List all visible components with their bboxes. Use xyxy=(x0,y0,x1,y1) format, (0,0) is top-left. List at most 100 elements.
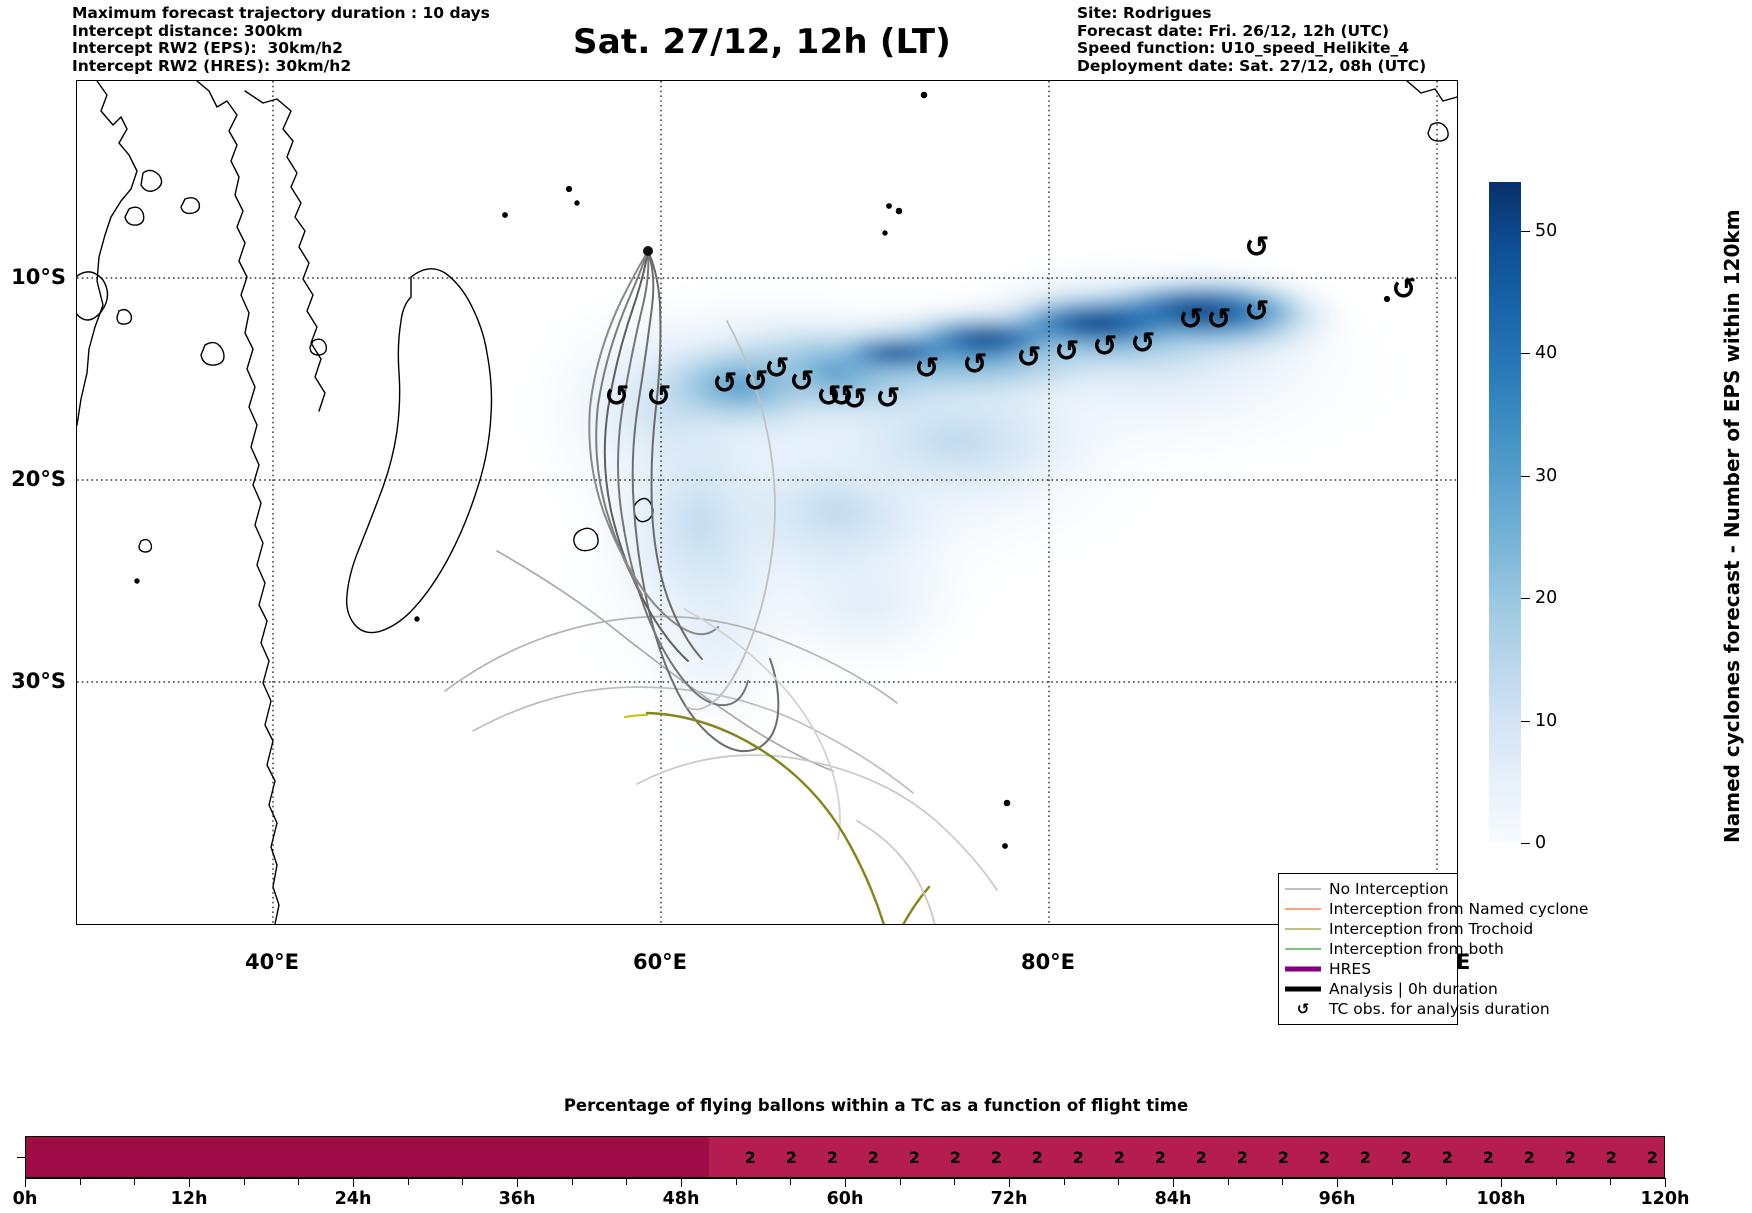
percentage-value-label: 2 xyxy=(867,1148,879,1167)
legend-label: No Interception xyxy=(1329,880,1449,898)
percentage-axis-label: 12h xyxy=(170,1189,208,1209)
percentage-axis-label: 36h xyxy=(498,1189,536,1209)
percentage-axis-tick xyxy=(243,1178,245,1185)
svg-text:↺: ↺ xyxy=(1054,334,1079,369)
percentage-axis-tick xyxy=(25,1178,26,1187)
colorbar-tick-label: 50 xyxy=(1535,221,1558,241)
percentage-axis-tick xyxy=(954,1178,956,1185)
percentage-axis-tick xyxy=(298,1178,300,1185)
legend-item-analysis[interactable]: Analysis | 0h duration xyxy=(1285,979,1498,999)
legend-line-swatch xyxy=(1285,962,1321,976)
percentage-axis-tick xyxy=(1446,1178,1448,1185)
svg-text:↺: ↺ xyxy=(789,364,814,399)
percentage-value-label: 2 xyxy=(826,1148,838,1167)
svg-text:↺: ↺ xyxy=(764,351,789,386)
percentage-axis-label: 48h xyxy=(662,1189,700,1209)
header-right-info: Site: Rodrigues Forecast date: Fri. 26/1… xyxy=(1077,4,1427,75)
legend-label: Interception from Trochoid xyxy=(1329,920,1534,938)
percentage-axis-tick xyxy=(571,1178,573,1185)
tc-cyclone-icon: ↺ xyxy=(1296,1000,1310,1018)
percentage-value-label: 2 xyxy=(1646,1148,1658,1167)
percentage-axis-label: 108h xyxy=(1476,1189,1526,1209)
legend-item-trochoid[interactable]: Interception from Trochoid xyxy=(1285,919,1533,939)
colorbar-tick xyxy=(1521,231,1530,232)
balloon-trajectories xyxy=(444,246,998,924)
svg-text:↺: ↺ xyxy=(743,364,768,399)
legend-item-named-cyclone[interactable]: Interception from Named cyclone xyxy=(1285,899,1588,919)
percentage-value-label: 2 xyxy=(990,1148,1002,1167)
percentage-value-label: 2 xyxy=(1605,1148,1617,1167)
svg-text:↺: ↺ xyxy=(604,379,629,414)
percentage-value-label: 2 xyxy=(1277,1148,1289,1167)
legend-line-swatch xyxy=(1285,982,1321,996)
map-legend[interactable]: No Interception Interception from Named … xyxy=(1278,873,1588,1025)
percentage-panel-title: Percentage of flying ballons within a TC… xyxy=(563,1096,1189,1115)
svg-text:↺: ↺ xyxy=(1016,340,1041,375)
percentage-value-label: 2 xyxy=(1441,1148,1453,1167)
percentage-axis-label: 84h xyxy=(1154,1189,1192,1209)
percentage-axis-tick xyxy=(1009,1178,1010,1187)
percentage-segment-early xyxy=(26,1137,710,1177)
percentage-axis-tick xyxy=(1227,1178,1229,1185)
legend-item-tc-obs[interactable]: ↺ TC obs. for analysis duration xyxy=(1285,999,1550,1019)
header-left-info: Maximum forecast trajectory duration : 1… xyxy=(72,4,490,75)
percentage-axis-tick xyxy=(1337,1178,1338,1187)
percentage-value-label: 2 xyxy=(1195,1148,1207,1167)
colorbar-tick-label: 40 xyxy=(1535,343,1558,363)
colorbar-tick-label: 20 xyxy=(1535,588,1558,608)
colorbar-tick-label: 30 xyxy=(1535,466,1558,486)
percentage-axis-label: 60h xyxy=(826,1189,864,1209)
map-canvas: ↺ ↺ ↺ ↺ ↺ ↺ ↺↺ ↺ ↺ ↺ ↺ ↺ ↺ ↺ ↺ ↺ ↺ ↺↺ ↺ xyxy=(77,81,1457,924)
percentage-axis-tick xyxy=(899,1178,901,1185)
svg-text:↺: ↺ xyxy=(875,381,900,416)
percentage-axis-label: 72h xyxy=(990,1189,1028,1209)
percentage-value-label: 2 xyxy=(785,1148,797,1167)
lat-tick-20s: 20°S xyxy=(11,467,66,491)
forecast-map[interactable]: ↺ ↺ ↺ ↺ ↺ ↺ ↺ ↺ ↺ ↺ ↺ ↺ ↺ ↺ ↺ ↺ ↺ ↺ ↺ ↺ ↺ xyxy=(76,80,1458,925)
percentage-axis-tick xyxy=(1063,1178,1065,1185)
lat-tick-30s: 30°S xyxy=(11,669,66,693)
legend-item-hres[interactable]: HRES xyxy=(1285,959,1449,979)
percentage-value-label: 2 xyxy=(1031,1148,1043,1167)
percentage-value-label: 2 xyxy=(1359,1148,1371,1167)
percentage-axis-tick xyxy=(790,1178,792,1185)
svg-text:↺: ↺ xyxy=(914,351,939,386)
svg-text:↺: ↺ xyxy=(1092,329,1117,364)
percentage-axis-tick xyxy=(1501,1178,1502,1187)
percentage-axis-tick xyxy=(1118,1178,1120,1185)
percentage-axis-tick xyxy=(1665,1178,1666,1187)
legend-line-swatch xyxy=(1285,922,1321,936)
svg-text:↺: ↺ xyxy=(646,379,671,414)
svg-text:↺: ↺ xyxy=(1130,326,1155,361)
percentage-value-label: 2 xyxy=(1072,1148,1084,1167)
percentage-axis-tick xyxy=(1173,1178,1174,1187)
colorbar-tick-label: 10 xyxy=(1535,711,1558,731)
legend-line-swatch xyxy=(1285,882,1321,896)
percentage-axis-ytick xyxy=(17,1157,25,1158)
coastlines xyxy=(77,81,1457,924)
lon-tick-40e: 40°E xyxy=(244,950,300,974)
legend-label: HRES xyxy=(1329,960,1372,978)
percentage-axis-tick xyxy=(845,1178,846,1187)
percentage-value-label: 2 xyxy=(1400,1148,1412,1167)
svg-text:↺: ↺ xyxy=(1244,294,1269,329)
percentage-axis-label: 0h xyxy=(12,1189,38,1209)
colorbar-gradient xyxy=(1489,182,1521,843)
legend-item-no-interception[interactable]: No Interception xyxy=(1285,879,1449,899)
lat-tick-10s: 10°S xyxy=(11,265,66,289)
svg-text:↺: ↺ xyxy=(829,379,854,414)
map-graticule xyxy=(77,81,1457,924)
legend-line-swatch xyxy=(1285,942,1321,956)
percentage-bar[interactable]: 2 2 2 2 2 2 2 2 2 2 2 2 2 2 2 2 2 2 2 2 2 2 2 xyxy=(25,1136,1665,1178)
percentage-axis-tick xyxy=(1610,1178,1612,1185)
percentage-axis-label: 120h xyxy=(1640,1189,1690,1209)
colorbar[interactable]: 0 10 20 30 40 50 xyxy=(1489,182,1557,853)
colorbar-tick xyxy=(1521,843,1530,844)
legend-item-both[interactable]: Interception from both xyxy=(1285,939,1504,959)
legend-label: TC obs. for analysis duration xyxy=(1329,1000,1550,1018)
lon-tick-80e: 80°E xyxy=(1020,950,1076,974)
percentage-value-label: 2 xyxy=(1154,1148,1166,1167)
percentage-value-label: 2 xyxy=(949,1148,961,1167)
colorbar-tick xyxy=(1521,598,1530,599)
percentage-axis-tick xyxy=(1391,1178,1393,1185)
